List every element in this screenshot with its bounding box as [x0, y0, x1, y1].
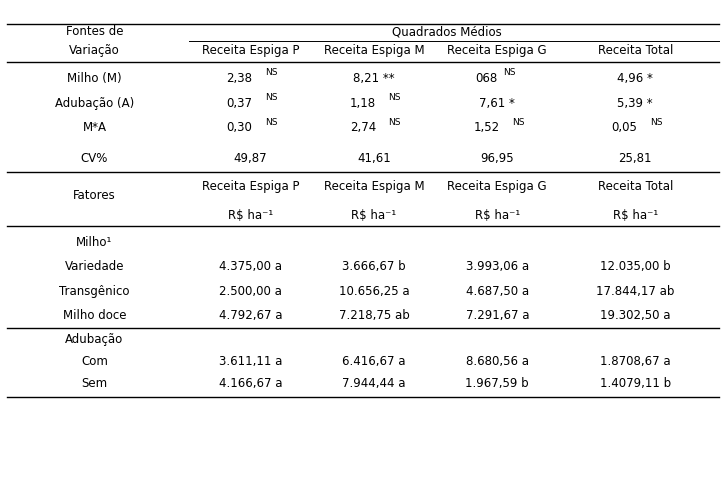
- Text: R$ ha⁻¹: R$ ha⁻¹: [351, 209, 396, 222]
- Text: Receita Espiga G: Receita Espiga G: [447, 44, 547, 57]
- Text: Receita Total: Receita Total: [597, 180, 673, 193]
- Text: Milho¹: Milho¹: [76, 236, 113, 248]
- Text: Receita Espiga G: Receita Espiga G: [447, 180, 547, 193]
- Text: 6.416,67 a: 6.416,67 a: [342, 355, 406, 368]
- Text: Adubação: Adubação: [65, 333, 123, 346]
- Text: 4.166,67 a: 4.166,67 a: [219, 377, 282, 390]
- Text: Receita Espiga P: Receita Espiga P: [202, 44, 299, 57]
- Text: 10.656,25 a: 10.656,25 a: [338, 285, 409, 298]
- Text: 4.792,67 a: 4.792,67 a: [219, 309, 282, 322]
- Text: 1.4079,11 b: 1.4079,11 b: [600, 377, 671, 390]
- Text: 5,39 *: 5,39 *: [617, 97, 653, 110]
- Text: 19.302,50 a: 19.302,50 a: [600, 309, 671, 322]
- Text: Fontes de: Fontes de: [65, 26, 123, 38]
- Text: 0,37: 0,37: [227, 97, 253, 110]
- Text: Milho doce: Milho doce: [62, 309, 126, 322]
- Text: 49,87: 49,87: [234, 153, 267, 165]
- Text: NS: NS: [503, 68, 515, 77]
- Text: 0,30: 0,30: [227, 122, 253, 134]
- Text: 2.500,00 a: 2.500,00 a: [219, 285, 282, 298]
- Text: 17.844,17 ab: 17.844,17 ab: [596, 285, 674, 298]
- Text: Transgênico: Transgênico: [59, 285, 130, 298]
- Text: NS: NS: [388, 93, 401, 102]
- Text: 0,05: 0,05: [611, 122, 637, 134]
- Text: R$ ha⁻¹: R$ ha⁻¹: [613, 209, 658, 222]
- Text: NS: NS: [265, 118, 277, 126]
- Text: NS: NS: [388, 118, 401, 126]
- Text: 3.611,11 a: 3.611,11 a: [219, 355, 282, 368]
- Text: 7.944,44 a: 7.944,44 a: [342, 377, 406, 390]
- Text: 7.218,75 ab: 7.218,75 ab: [338, 309, 409, 322]
- Text: 4.687,50 a: 4.687,50 a: [466, 285, 529, 298]
- Text: 7.291,67 a: 7.291,67 a: [465, 309, 529, 322]
- Text: 3.666,67 b: 3.666,67 b: [342, 260, 406, 273]
- Text: 96,95: 96,95: [481, 153, 514, 165]
- Text: Receita Total: Receita Total: [597, 44, 673, 57]
- Text: R$ ha⁻¹: R$ ha⁻¹: [228, 209, 273, 222]
- Text: 2,74: 2,74: [350, 122, 376, 134]
- Text: R$ ha⁻¹: R$ ha⁻¹: [475, 209, 520, 222]
- Text: NS: NS: [265, 93, 277, 102]
- Text: NS: NS: [512, 118, 524, 126]
- Text: 4.375,00 a: 4.375,00 a: [219, 260, 282, 273]
- Text: Milho (M): Milho (M): [67, 72, 122, 85]
- Text: 41,61: 41,61: [357, 153, 391, 165]
- Text: CV%: CV%: [81, 153, 108, 165]
- Text: 7,61 *: 7,61 *: [479, 97, 515, 110]
- Text: Receita Espiga M: Receita Espiga M: [324, 44, 424, 57]
- Text: Variedade: Variedade: [65, 260, 124, 273]
- Text: 3.993,06 a: 3.993,06 a: [466, 260, 529, 273]
- Text: Receita Espiga M: Receita Espiga M: [324, 180, 424, 193]
- Text: 068: 068: [476, 72, 497, 85]
- Text: 1.967,59 b: 1.967,59 b: [465, 377, 529, 390]
- Text: 4,96 *: 4,96 *: [617, 72, 653, 85]
- Text: Sem: Sem: [81, 377, 107, 390]
- Text: 1,18: 1,18: [350, 97, 376, 110]
- Text: 25,81: 25,81: [619, 153, 652, 165]
- Text: Adubação (A): Adubação (A): [54, 97, 134, 110]
- Text: Com: Com: [81, 355, 108, 368]
- Text: Fatores: Fatores: [73, 189, 115, 202]
- Text: NS: NS: [265, 68, 277, 77]
- Text: NS: NS: [650, 118, 662, 126]
- Text: 1.8708,67 a: 1.8708,67 a: [600, 355, 671, 368]
- Text: Quadrados Médios: Quadrados Médios: [391, 26, 502, 38]
- Text: 12.035,00 b: 12.035,00 b: [600, 260, 671, 273]
- Text: 1,52: 1,52: [473, 122, 499, 134]
- Text: Receita Espiga P: Receita Espiga P: [202, 180, 299, 193]
- Text: 8,21 **: 8,21 **: [353, 72, 395, 85]
- Text: 8.680,56 a: 8.680,56 a: [466, 355, 529, 368]
- Text: M*A: M*A: [82, 122, 107, 134]
- Text: Variação: Variação: [69, 44, 120, 57]
- Text: 2,38: 2,38: [227, 72, 253, 85]
